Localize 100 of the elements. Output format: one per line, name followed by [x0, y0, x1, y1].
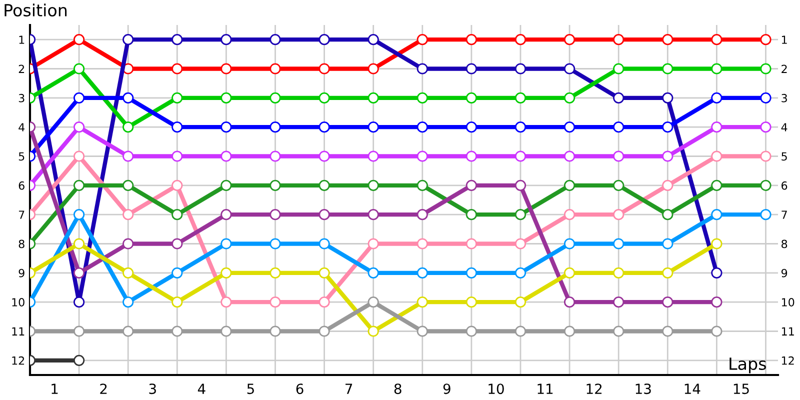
x-tick-label: 3	[149, 384, 156, 394]
point	[760, 122, 772, 133]
point	[368, 34, 379, 46]
point	[416, 150, 428, 162]
point	[760, 150, 772, 162]
point	[760, 180, 772, 191]
point	[564, 34, 576, 46]
x-tick-label: 11	[538, 384, 553, 394]
point	[416, 209, 428, 220]
point	[220, 209, 232, 220]
point	[270, 267, 281, 278]
y-tick-label: 9	[18, 268, 24, 278]
x-tick-label: 2	[100, 384, 107, 394]
point	[368, 238, 379, 250]
point	[270, 238, 281, 250]
point	[220, 296, 232, 308]
point	[270, 296, 281, 308]
point	[416, 326, 428, 337]
y2-tick-label: 8	[782, 240, 788, 248]
point	[73, 92, 85, 104]
point	[564, 238, 576, 250]
y2-tick-label: 2	[782, 64, 787, 73]
point	[368, 326, 379, 337]
point	[73, 34, 85, 46]
point	[270, 122, 281, 133]
y2-tick-label: 5	[782, 152, 787, 161]
y2-tick-label: 11	[782, 327, 794, 336]
point	[220, 34, 232, 46]
point	[466, 209, 477, 220]
point	[220, 238, 232, 250]
x-tick-label: 7	[346, 384, 352, 394]
point	[711, 92, 722, 104]
point	[662, 92, 674, 104]
point	[270, 150, 281, 162]
point	[711, 180, 722, 191]
y-tick-label: 3	[18, 94, 24, 102]
point	[318, 34, 330, 46]
point	[172, 238, 183, 250]
point	[514, 267, 526, 278]
point	[122, 267, 134, 278]
point	[368, 63, 379, 74]
point	[122, 92, 134, 104]
y-tick-label: 8	[18, 240, 24, 248]
point	[416, 267, 428, 278]
point	[220, 267, 232, 278]
point	[564, 180, 576, 191]
point	[172, 267, 183, 278]
point	[73, 63, 85, 74]
point	[662, 180, 674, 191]
point	[564, 296, 576, 308]
point	[172, 92, 183, 104]
point	[613, 122, 624, 133]
point	[514, 209, 526, 220]
y2-tick-label: 9	[781, 268, 788, 278]
x-tick-label: 10	[488, 384, 504, 394]
x-axis-title: Laps	[730, 358, 766, 374]
x-tick-label: 8	[394, 384, 402, 394]
point	[662, 34, 674, 46]
point	[122, 296, 134, 308]
point	[318, 92, 330, 104]
point	[662, 122, 674, 133]
point	[466, 34, 477, 46]
point	[711, 209, 722, 220]
point	[318, 209, 330, 220]
point	[172, 296, 183, 308]
point	[220, 326, 232, 337]
point	[416, 92, 428, 104]
point	[466, 238, 477, 250]
point	[73, 209, 85, 220]
point	[711, 267, 722, 278]
point	[368, 209, 379, 220]
point	[416, 63, 428, 74]
point	[122, 238, 134, 250]
x-tick-label: 5	[247, 384, 254, 394]
point	[613, 92, 624, 104]
y-tick-label: 7	[18, 210, 24, 219]
point	[318, 296, 330, 308]
point	[172, 34, 183, 46]
point	[514, 34, 526, 46]
point	[122, 326, 134, 337]
point	[270, 34, 281, 46]
point	[416, 180, 428, 191]
x-tick-label: 1	[52, 384, 58, 394]
point	[613, 238, 624, 250]
point	[368, 150, 379, 162]
point	[514, 238, 526, 250]
point	[514, 92, 526, 104]
y2-tick-label: 12	[782, 356, 794, 365]
x-tick-label: 6	[296, 384, 304, 394]
point	[711, 63, 722, 74]
y-tick-label: 10	[12, 298, 24, 306]
point	[613, 209, 624, 220]
point	[220, 180, 232, 191]
point	[318, 267, 330, 278]
point	[318, 122, 330, 133]
point	[466, 180, 477, 191]
point	[466, 296, 477, 308]
point	[270, 63, 281, 74]
x-tick-label: 13	[636, 384, 651, 394]
y2-tick-label: 4	[781, 123, 788, 132]
